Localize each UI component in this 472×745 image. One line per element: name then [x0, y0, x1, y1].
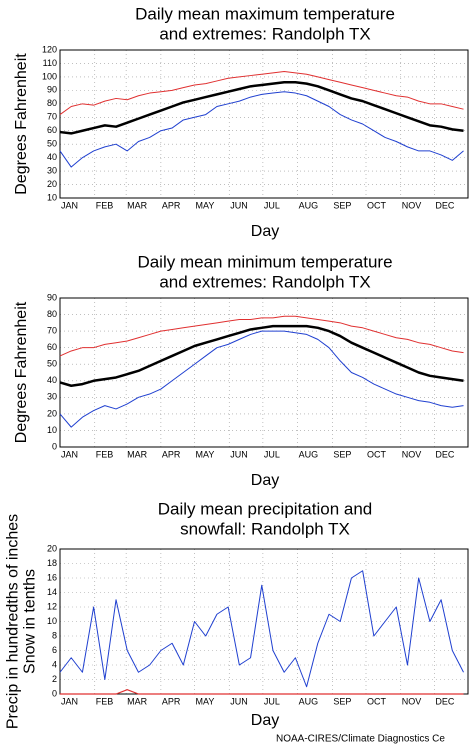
y-tick-label: 8 — [52, 630, 57, 640]
chart-title: and extremes: Randolph TX — [159, 272, 370, 291]
x-tick-label: FEB — [96, 696, 114, 706]
x-tick-label: DEC — [435, 449, 455, 459]
x-tick-label: JUN — [230, 449, 248, 459]
y-tick-label: 60 — [47, 125, 57, 135]
y-tick-label: 0 — [52, 441, 57, 451]
x-tick-label: JUN — [230, 200, 248, 210]
plot-frame — [59, 49, 469, 199]
y-tick-label: 20 — [47, 408, 57, 418]
x-tick-label: MAR — [127, 449, 148, 459]
y-tick-label: 10 — [47, 192, 57, 202]
y-tick-label: 10 — [47, 425, 57, 435]
x-axis-label: Day — [251, 223, 279, 240]
y-tick-label: 6 — [52, 645, 57, 655]
x-tick-label: JUN — [230, 696, 248, 706]
data-line — [59, 315, 464, 357]
data-line — [59, 91, 464, 168]
y-tick-label: 80 — [47, 98, 57, 108]
y-tick-label: 20 — [47, 179, 57, 189]
x-tick-label: MAY — [196, 449, 215, 459]
y-tick-label: 18 — [47, 558, 57, 568]
x-tick-label: APR — [162, 200, 181, 210]
x-tick-label: MAY — [196, 200, 215, 210]
y-tick-label: 100 — [42, 71, 57, 81]
y-tick-label: 12 — [47, 601, 57, 611]
chart-title: Daily mean precipitation and — [158, 499, 373, 518]
y-tick-label: 50 — [47, 139, 57, 149]
x-tick-label: DEC — [435, 696, 455, 706]
x-tick-label: AUG — [299, 696, 319, 706]
y-tick-label: 120 — [42, 44, 57, 54]
x-tick-label: MAR — [127, 696, 148, 706]
x-tick-label: JAN — [61, 200, 78, 210]
y-axis-label: Degrees Fahrenheit — [13, 53, 30, 195]
chart-title: Daily mean maximum temperature — [135, 4, 395, 23]
x-tick-label: FEB — [96, 200, 114, 210]
x-tick-label: SEP — [333, 200, 351, 210]
x-tick-label: APR — [162, 696, 181, 706]
y-tick-label: 60 — [47, 342, 57, 352]
x-tick-label: AUG — [299, 200, 319, 210]
x-tick-label: JUL — [264, 200, 280, 210]
y-tick-label: 14 — [47, 587, 57, 597]
y-axis-label: Precip in hundredths of inches — [5, 514, 22, 729]
data-line — [59, 71, 464, 115]
y-tick-label: 2 — [52, 674, 57, 684]
data-line — [59, 330, 464, 428]
x-tick-label: DEC — [435, 200, 455, 210]
x-tick-label: FEB — [96, 449, 114, 459]
x-axis-label: Day — [251, 472, 279, 489]
x-tick-label: OCT — [367, 696, 387, 706]
x-tick-label: AUG — [299, 449, 319, 459]
x-tick-label: JAN — [61, 449, 78, 459]
footer: NOAA-CIRES/Climate Diagnostics Ce — [276, 734, 445, 745]
y-tick-label: 0 — [52, 688, 57, 698]
x-tick-label: NOV — [402, 449, 422, 459]
y-tick-label: 40 — [47, 375, 57, 385]
y-tick-label: 50 — [47, 359, 57, 369]
y-tick-label: 110 — [43, 58, 57, 68]
chart-title: Daily mean minimum temperature — [137, 252, 392, 271]
chart-title: and extremes: Randolph TX — [159, 24, 370, 43]
plot-frame — [59, 297, 469, 448]
x-tick-label: MAY — [196, 696, 215, 706]
y-axis-label: Degrees Fahrenheit — [13, 301, 30, 443]
data-line — [60, 689, 464, 695]
data-line — [59, 570, 464, 688]
y-tick-label: 10 — [47, 616, 57, 626]
y-tick-label: 90 — [47, 292, 57, 302]
data-line — [59, 81, 464, 135]
x-tick-label: OCT — [367, 200, 387, 210]
y-tick-label: 30 — [47, 165, 57, 175]
y-tick-label: 30 — [47, 392, 57, 402]
y-tick-label: 4 — [52, 659, 57, 669]
x-tick-label: APR — [162, 449, 181, 459]
y-tick-label: 70 — [47, 325, 57, 335]
y-tick-label: 90 — [47, 85, 57, 95]
chart-title: snowfall: Randolph TX — [180, 519, 350, 538]
y-tick-label: 70 — [47, 112, 57, 122]
y-tick-label: 16 — [47, 572, 57, 582]
x-tick-label: SEP — [333, 449, 351, 459]
x-tick-label: NOV — [402, 200, 422, 210]
x-tick-label: SEP — [333, 696, 351, 706]
x-tick-label: NOV — [402, 696, 422, 706]
x-tick-label: JAN — [61, 696, 78, 706]
y-tick-label: 80 — [47, 309, 57, 319]
x-axis-label: Day — [251, 712, 279, 729]
data-line — [59, 324, 464, 387]
x-tick-label: JUL — [264, 449, 280, 459]
x-tick-label: JUL — [264, 696, 280, 706]
y-tick-label: 20 — [47, 543, 57, 553]
y-axis-label: Snow in tenths — [22, 569, 39, 674]
x-tick-label: OCT — [367, 449, 387, 459]
y-tick-label: 40 — [47, 152, 57, 162]
x-tick-label: MAR — [127, 200, 148, 210]
